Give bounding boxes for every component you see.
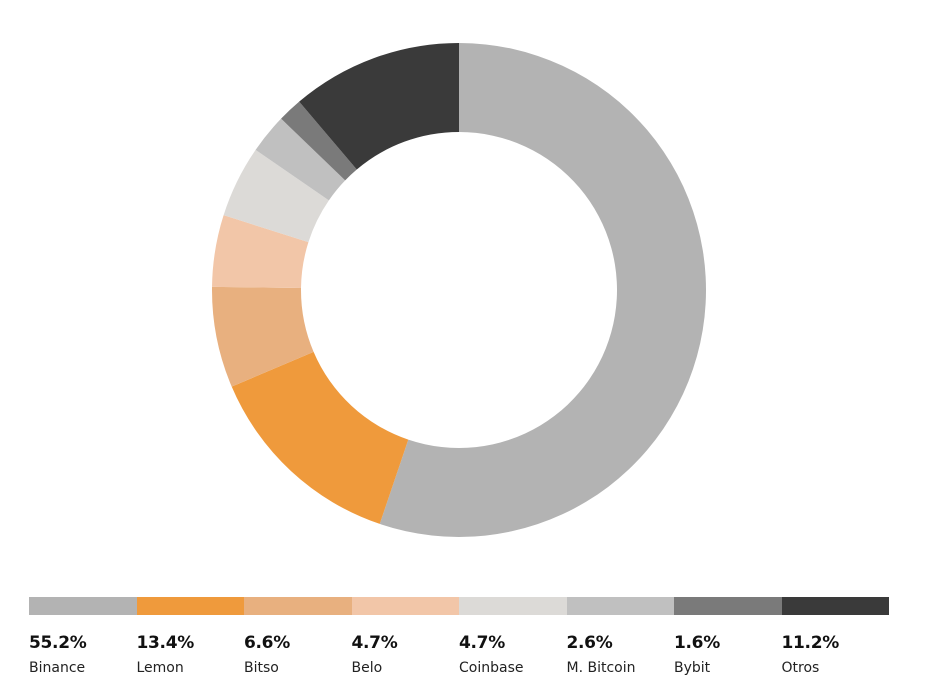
legend-label: Bitso <box>244 660 279 676</box>
donut-slice-binance <box>379 43 706 537</box>
legend-item-m-bitcoin: 2.6% M. Bitcoin <box>566 597 674 687</box>
legend-item-belo: 4.7% Belo <box>351 597 459 687</box>
legend-item-binance: 55.2% Binance <box>29 597 137 687</box>
legend-label: Coinbase <box>459 660 524 676</box>
legend-swatch <box>781 597 889 615</box>
legend-label: Otros <box>781 660 820 676</box>
legend-swatch <box>351 597 459 615</box>
legend-swatch <box>29 597 137 615</box>
legend-value: 13.4% <box>136 633 195 653</box>
donut-slice-m-bitcoin <box>255 118 346 201</box>
legend-item-otros: 11.2% Otros <box>781 597 889 687</box>
donut-chart <box>212 43 706 537</box>
donut-slice-lemon <box>231 351 409 524</box>
legend-value: 1.6% <box>674 633 720 653</box>
legend-label: Binance <box>29 660 86 676</box>
legend-value: 55.2% <box>29 633 87 653</box>
legend-swatch <box>244 597 352 615</box>
legend-label: Belo <box>351 660 383 676</box>
legend-swatch <box>566 597 674 615</box>
legend-item-lemon: 13.4% Lemon <box>136 597 244 687</box>
legend-item-bybit: 1.6% Bybit <box>674 597 782 687</box>
legend-label: M. Bitcoin <box>566 660 636 676</box>
legend-item-coinbase: 4.7% Coinbase <box>459 597 567 687</box>
legend-value: 4.7% <box>351 633 398 653</box>
donut-slice-bitso <box>212 286 314 387</box>
donut-slice-bybit <box>281 101 357 181</box>
legend-swatch <box>136 597 244 615</box>
donut-slice-otros <box>299 43 459 170</box>
donut-slice-coinbase <box>223 149 329 243</box>
legend-label: Lemon <box>136 660 184 676</box>
legend-item-bitso: 6.6% Bitso <box>244 597 352 687</box>
legend-value: 6.6% <box>244 633 290 653</box>
legend: 55.2% Binance 13.4% Lemon 6.6% Bitso 4.7% Belo 4… <box>29 597 889 687</box>
legend-value: 4.7% <box>459 633 505 653</box>
legend-value: 11.2% <box>781 633 840 653</box>
legend-swatch <box>674 597 782 615</box>
donut-slice-belo <box>212 215 309 289</box>
legend-swatch <box>459 597 567 615</box>
legend-label: Bybit <box>674 660 711 676</box>
legend-value: 2.6% <box>566 633 613 653</box>
